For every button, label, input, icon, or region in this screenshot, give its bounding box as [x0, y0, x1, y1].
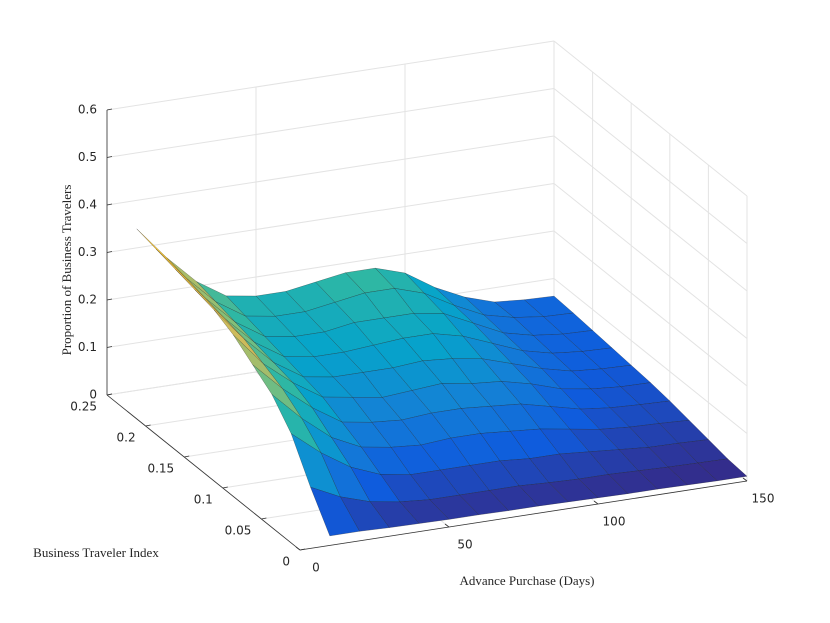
tick-mark	[106, 251, 113, 253]
tick-mark	[222, 486, 228, 489]
grid-line	[553, 230, 748, 387]
labels: Proportion of Business Travelers Busines…	[33, 103, 774, 588]
tick-mark	[106, 346, 113, 348]
grid-line	[106, 88, 555, 158]
surface	[136, 228, 748, 537]
tick-mark	[295, 546, 301, 551]
tick-mark	[261, 517, 267, 520]
x-axis	[299, 480, 748, 551]
tick-mark	[444, 523, 450, 528]
tick-mark	[593, 500, 599, 505]
grid-line	[106, 183, 555, 253]
z-axis-label: Proportion of Business Travelers	[59, 185, 74, 356]
grid-line	[553, 278, 748, 434]
y-axis-label: Business Traveler Index	[33, 545, 159, 560]
y-tick-label: 0	[282, 555, 290, 569]
z-tick-label: 0.1	[78, 340, 97, 354]
surface-patch	[310, 486, 360, 537]
surface-patch	[166, 257, 216, 302]
y-tick-label: 0.15	[147, 462, 174, 476]
x-tick-label: 150	[752, 492, 775, 506]
grid-line	[553, 183, 748, 339]
grid-line	[106, 40, 555, 111]
grid-line	[106, 230, 555, 301]
x-tick-label: 0	[312, 561, 320, 575]
x-tick-label: 100	[603, 515, 626, 529]
y-axis	[106, 394, 301, 551]
z-tick-label: 0.4	[78, 198, 97, 212]
x-tick-label: 50	[457, 538, 472, 552]
grid-line	[553, 88, 748, 244]
y-tick-label: 0.1	[194, 493, 213, 507]
tick-mark	[145, 424, 151, 427]
z-tick-label: 0.3	[78, 245, 97, 259]
z-tick-label: 0.6	[78, 103, 97, 117]
grid-line	[553, 40, 748, 197]
tick-mark	[106, 393, 113, 396]
tick-mark	[299, 548, 306, 551]
tick-mark	[106, 203, 113, 206]
tick-mark	[106, 298, 113, 301]
grid-line	[553, 135, 748, 292]
y-tick-label: 0.25	[70, 400, 97, 414]
tick-mark	[106, 156, 113, 158]
tick-mark	[106, 108, 113, 111]
tick-mark	[742, 477, 748, 482]
y-tick-label: 0.2	[117, 431, 136, 445]
y-tick-label: 0.05	[225, 524, 252, 538]
z-tick-label: 0.5	[78, 150, 97, 164]
z-tick-label: 0	[89, 388, 97, 402]
z-tick-label: 0.2	[78, 293, 97, 307]
x-axis-label: Advance Purchase (Days)	[459, 573, 594, 588]
tick-mark	[184, 455, 190, 458]
grid-line	[106, 135, 555, 206]
